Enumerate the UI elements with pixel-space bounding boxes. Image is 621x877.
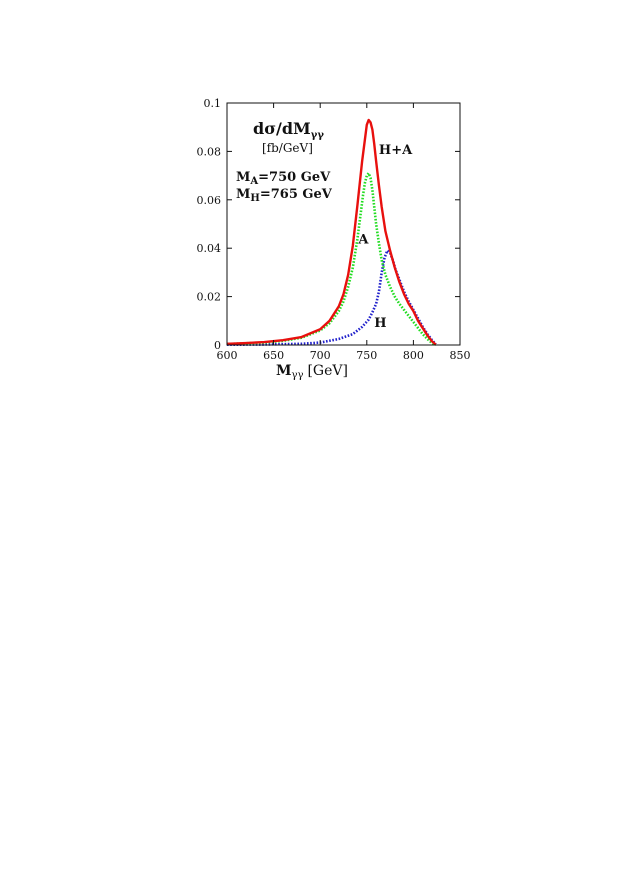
series-label-a: A (357, 232, 369, 247)
series-layer (226, 118, 437, 347)
x-tick-label: 650 (263, 349, 284, 362)
y-tick-label: 0.04 (197, 242, 222, 255)
series-line-a (226, 171, 437, 346)
y-tick-label: 0 (214, 339, 221, 352)
x-tick-label: 750 (356, 349, 377, 362)
series-label-h-a: H+A (379, 143, 413, 158)
x-tick-label: 800 (403, 349, 424, 362)
annotation-mass-a: MA=750 GeV (236, 170, 331, 187)
series-line-h-a (226, 118, 437, 346)
x-tick-label: 700 (310, 349, 331, 362)
x-axis-label: Mγγ [GeV] (276, 363, 348, 381)
y-tick-label: 0.1 (204, 97, 222, 110)
annotation-block: dσ/dMγγ [fb/GeV] MA=750 GeV MH=765 GeV (236, 119, 333, 204)
tick-layer: 600 650 700 750 800 850 0 0.02 0.04 0.06 0.08 0.1 (197, 97, 471, 362)
annotation-mass-h: MH=765 GeV (236, 187, 333, 204)
y-tick-label: 0.02 (197, 291, 222, 304)
y-tick-label: 0.08 (197, 145, 222, 158)
annotation-unit: [fb/GeV] (262, 141, 313, 155)
plot-area: 600 650 700 750 800 850 0 0.02 0.04 0.06 0.08 0.1 H… (197, 97, 471, 362)
y-tick-label: 0.06 (197, 194, 222, 207)
plot-frame (226, 102, 461, 346)
series-label-layer: H+A A H (357, 143, 413, 331)
x-tick-label: 600 (217, 349, 238, 362)
x-tick-label: 850 (450, 349, 471, 362)
annotation-title: dσ/dMγγ (253, 119, 324, 141)
series-label-h: H (374, 316, 386, 331)
